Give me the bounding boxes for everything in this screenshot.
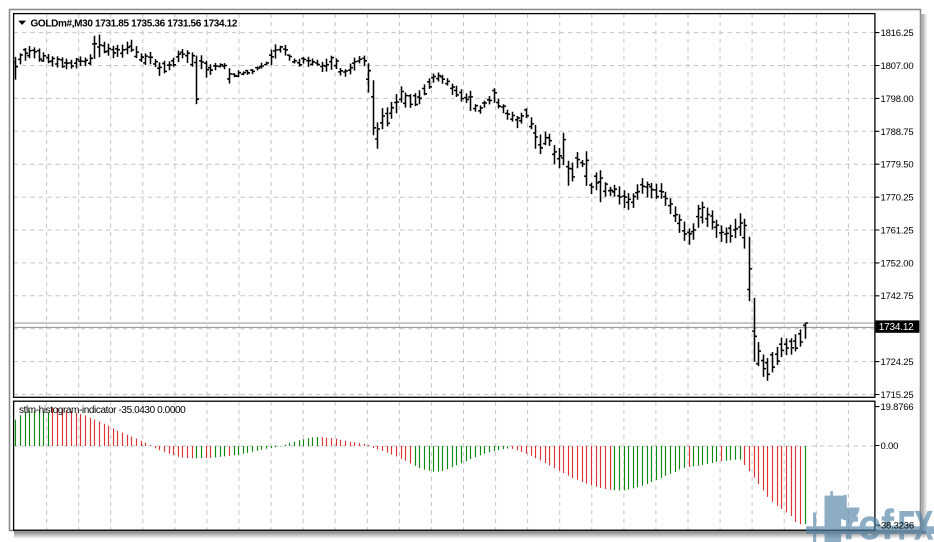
svg-text:1715.25: 1715.25 [881, 390, 914, 401]
svg-text:1742.75: 1742.75 [881, 291, 914, 302]
svg-text:1779.50: 1779.50 [881, 160, 914, 171]
svg-text:1798.00: 1798.00 [881, 94, 914, 105]
svg-text:0.00: 0.00 [881, 441, 899, 452]
svg-text:-38.3236: -38.3236 [878, 521, 914, 532]
svg-text:1752.00: 1752.00 [881, 258, 914, 269]
svg-text:stlm-histogram-indicator -35.0: stlm-histogram-indicator -35.0430 0.0000 [19, 405, 186, 416]
svg-text:1761.25: 1761.25 [881, 225, 914, 236]
svg-text:rof: rof [844, 502, 895, 542]
svg-text:1788.75: 1788.75 [881, 127, 914, 138]
svg-text:-FX: -FX [889, 504, 933, 542]
svg-text:1807.00: 1807.00 [881, 61, 914, 72]
svg-text:1770.25: 1770.25 [881, 193, 914, 204]
svg-text:19.8766: 19.8766 [881, 402, 914, 413]
svg-text:1816.25: 1816.25 [881, 28, 914, 39]
svg-text:1734.12: 1734.12 [879, 322, 914, 333]
svg-text:1724.25: 1724.25 [881, 357, 914, 368]
svg-text:GOLDm#,M30 1731.85 1735.36 17: GOLDm#,M30 1731.85 1735.36 1731.56 1734.… [31, 19, 238, 30]
